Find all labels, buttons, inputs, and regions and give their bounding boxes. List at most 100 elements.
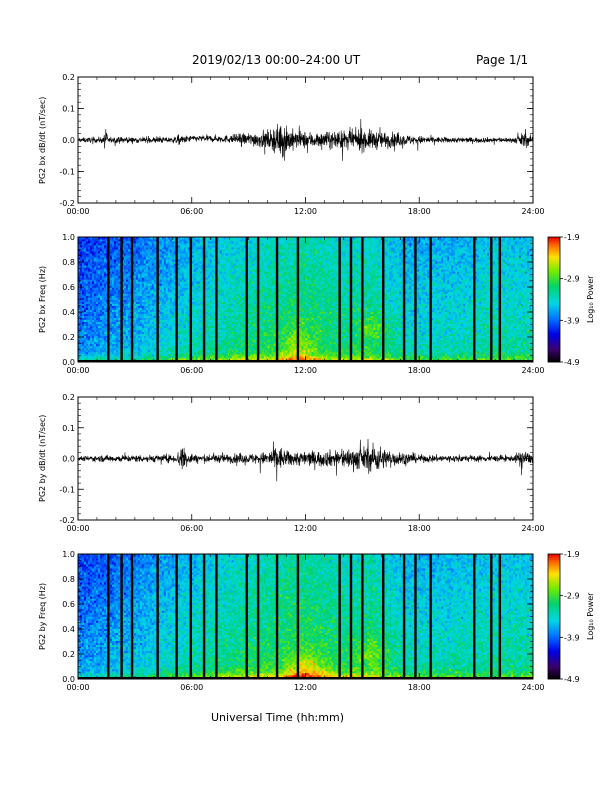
spectrogram-cells-3 [78, 554, 533, 679]
data-gap-1-5 [190, 237, 192, 362]
data-gap-3-20 [490, 554, 492, 679]
bx-colorbar: -1.9 -2.9 -3.9 -4.9 [548, 233, 580, 367]
data-gap-3-12 [338, 554, 340, 679]
colorbar-tick-label-3-0: -1.9 [564, 550, 580, 559]
ytick-label-1-0: 1.0 [62, 233, 75, 242]
xtick-label-1-2: 12:00 [294, 366, 317, 375]
bx-spectrogram-panel: 1.00.80.60.40.20.000:00 06:00 12:00 18:00 24… [62, 233, 544, 375]
dbdt-trace-2 [78, 439, 533, 481]
data-gap-1-8 [246, 237, 248, 362]
by-spectrogram-panel: 1.00.80.60.40.20.000:00 06:00 12:00 18:00 24… [62, 550, 544, 692]
x-axis-title: Universal Time (hh:mm) [211, 711, 344, 724]
data-gap-1-17 [414, 237, 416, 362]
ytick-label-3-1: 0.8 [62, 575, 75, 584]
ytick-label-2-1: 0.1 [62, 424, 75, 433]
colorbar-tick-label-1-2: -3.9 [564, 316, 580, 325]
xtick-label-2-2: 12:00 [294, 524, 317, 533]
xtick-label-2-3: 18:00 [408, 524, 431, 533]
ytick-label-3-0: 1.0 [62, 550, 75, 559]
ytick-label-2-3: -0.1 [59, 485, 75, 494]
colorbar-tick-label-1-1: -2.9 [564, 275, 580, 284]
bx-dbdt-ylabel: PG2 bx dB/dt (nT/sec) [38, 96, 47, 183]
data-gap-1-16 [403, 237, 405, 362]
figure: 0.20.10.0-0.1-0.200:00 06:00 12:00 18:00 24:… [0, 0, 612, 792]
ytick-label-1-2: 0.6 [62, 283, 75, 292]
by-freq-ylabel: PG2 by Freq (Hz) [38, 583, 47, 650]
bx-freq-ylabel: PG2 bx Freq (Hz) [38, 266, 47, 333]
bx-dbdt-panel: 0.20.10.0-0.1-0.200:00 06:00 12:00 18:00 24:… [59, 73, 544, 216]
ytick-label-1-3: 0.4 [62, 308, 75, 317]
ytick-label-2-0: 0.2 [62, 393, 75, 402]
data-gap-1-4 [175, 237, 177, 362]
data-gap-1-6 [203, 237, 205, 362]
data-gap-1-3 [156, 237, 158, 362]
xtick-label-0-3: 18:00 [408, 207, 431, 216]
data-gap-3-17 [414, 554, 416, 679]
ytick-label-0-1: 0.1 [62, 105, 75, 114]
xtick-label-2-0: 00:00 [66, 524, 89, 533]
ytick-label-2-2: 0.0 [62, 455, 75, 464]
data-gap-1-7 [215, 237, 217, 362]
xtick-label-0-1: 06:00 [180, 207, 203, 216]
data-gap-3-8 [246, 554, 248, 679]
xtick-label-3-4: 24:00 [521, 683, 544, 692]
data-gap-1-18 [429, 237, 431, 362]
xtick-label-1-1: 06:00 [180, 366, 203, 375]
data-gap-3-14 [361, 554, 363, 679]
xtick-label-1-4: 24:00 [521, 366, 544, 375]
xtick-label-3-0: 00:00 [66, 683, 89, 692]
colorbar-tick-label-1-0: -1.9 [564, 233, 580, 242]
data-gap-3-6 [203, 554, 205, 679]
xtick-label-0-0: 00:00 [66, 207, 89, 216]
by-dbdt-ylabel: PG2 by dB/dt (nT/sec) [38, 415, 47, 502]
data-gap-3-7 [215, 554, 217, 679]
data-gap-1-21 [499, 237, 501, 362]
xtick-label-3-1: 06:00 [180, 683, 203, 692]
colorbar-tick-label-3-3: -4.9 [564, 675, 580, 684]
data-gap-3-11 [297, 554, 299, 679]
data-gap-1-15 [382, 237, 384, 362]
data-gap-1-11 [297, 237, 299, 362]
colorbar-tick-label-3-1: -2.9 [564, 592, 580, 601]
ytick-label-1-1: 0.8 [62, 258, 75, 267]
data-gap-3-19 [473, 554, 475, 679]
xtick-label-0-2: 12:00 [294, 207, 317, 216]
xtick-label-2-4: 24:00 [521, 524, 544, 533]
data-gap-1-2 [131, 237, 133, 362]
data-gap-1-12 [338, 237, 340, 362]
ytick-label-3-4: 0.2 [62, 650, 75, 659]
data-gap-1-13 [350, 237, 352, 362]
data-gap-3-9 [257, 554, 259, 679]
data-gap-3-2 [131, 554, 133, 679]
data-gap-3-21 [499, 554, 501, 679]
data-gap-3-10 [276, 554, 278, 679]
data-gap-1-20 [490, 237, 492, 362]
ytick-label-0-3: -0.1 [59, 168, 75, 177]
xtick-label-3-2: 12:00 [294, 683, 317, 692]
data-gap-3-15 [382, 554, 384, 679]
data-gap-3-5 [190, 554, 192, 679]
ytick-label-3-2: 0.6 [62, 600, 75, 609]
data-gap-1-19 [473, 237, 475, 362]
xtick-label-1-3: 18:00 [408, 366, 431, 375]
colorbar-tick-label-3-2: -3.9 [564, 633, 580, 642]
data-gap-3-4 [175, 554, 177, 679]
ytick-label-1-4: 0.2 [62, 333, 75, 342]
data-gap-1-14 [361, 237, 363, 362]
by-dbdt-panel: 0.20.10.0-0.1-0.200:00 06:00 12:00 18:00 24:… [59, 393, 544, 533]
data-gap-1-1 [120, 237, 122, 362]
data-gap-1-9 [257, 237, 259, 362]
data-gap-1-10 [276, 237, 278, 362]
ytick-label-0-0: 0.2 [62, 73, 75, 82]
xtick-label-1-0: 00:00 [66, 366, 89, 375]
ytick-label-3-3: 0.4 [62, 625, 75, 634]
dbdt-trace-0 [78, 119, 533, 161]
xtick-label-0-4: 24:00 [521, 207, 544, 216]
spectrogram-cells-1 [78, 237, 533, 362]
xtick-label-2-1: 06:00 [180, 524, 203, 533]
data-gap-1-0 [107, 237, 109, 362]
bx-colorbar-label: Log₁₀ Power [586, 276, 595, 323]
data-gap-3-16 [403, 554, 405, 679]
data-gap-3-1 [120, 554, 122, 679]
colorbar-tick-label-1-3: -4.9 [564, 358, 580, 367]
